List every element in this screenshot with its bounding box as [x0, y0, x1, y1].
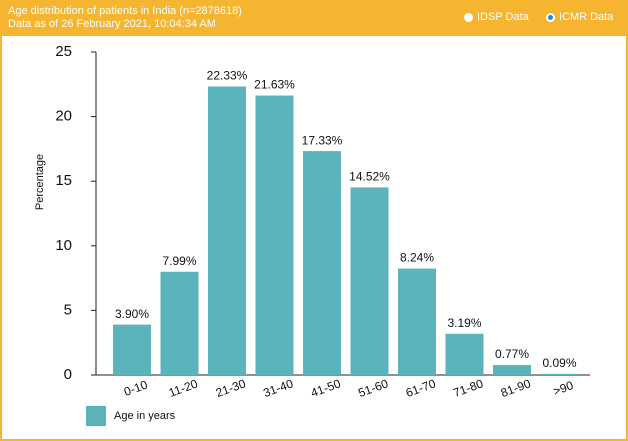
value-label: 22.33% [207, 69, 248, 83]
bar [113, 324, 151, 375]
value-label: 17.33% [302, 133, 343, 147]
bar [303, 151, 341, 375]
y-tick-label: 15 [55, 172, 72, 189]
bar [540, 373, 579, 375]
value-label: 21.63% [254, 78, 295, 92]
y-tick-label: 5 [64, 301, 72, 318]
value-label: 14.52% [349, 170, 390, 184]
bar [398, 268, 436, 375]
y-axis-label: Percentage [34, 154, 46, 210]
header-text: Age distribution of patients in India (n… [8, 5, 242, 31]
legend-swatch [86, 406, 106, 426]
value-label: 3.19% [447, 316, 481, 330]
y-tick-label: 0 [64, 366, 72, 383]
x-tick-label: >90 [551, 378, 575, 398]
x-tick-label: 0-10 [122, 377, 150, 398]
x-tick-label: 21-30 [214, 376, 248, 400]
bar [350, 187, 389, 375]
radio-option[interactable]: ICMR Data [546, 11, 613, 23]
x-tick-label: 51-60 [356, 376, 390, 400]
value-label: 7.99% [162, 254, 196, 268]
y-tick-label: 25 [55, 43, 72, 60]
x-tick-label: 61-70 [404, 376, 438, 400]
radio-label[interactable]: ICMR Data [559, 11, 614, 23]
header-title: Age distribution of patients in India (n… [8, 5, 242, 17]
radio[interactable] [464, 12, 473, 22]
x-tick-label: 41-50 [309, 376, 343, 400]
y-tick-label: 10 [55, 237, 72, 254]
header-subtitle: Data as of 26 February 2021, 10:04:34 AM [8, 18, 216, 30]
header: Age distribution of patients in India (n… [2, 2, 626, 36]
bar [493, 365, 531, 375]
bar [208, 86, 246, 375]
bar [255, 95, 294, 375]
radio-option[interactable]: IDSP Data [464, 11, 529, 23]
y-tick-label: 20 [55, 108, 72, 125]
value-label: 3.90% [115, 307, 149, 321]
bar [160, 271, 199, 375]
legend-label: Age in years [114, 410, 176, 422]
radio-label[interactable]: IDSP Data [477, 11, 529, 23]
x-tick-label: 11-20 [167, 376, 200, 399]
value-label: 0.09% [542, 356, 576, 370]
x-tick-label: 31-40 [261, 376, 295, 400]
x-tick-label: 81-90 [499, 376, 533, 400]
value-label: 8.24% [400, 251, 434, 265]
x-tick-label: 71-80 [451, 376, 485, 400]
radio[interactable] [546, 12, 555, 22]
value-label: 0.77% [495, 347, 529, 361]
bar [445, 333, 484, 375]
